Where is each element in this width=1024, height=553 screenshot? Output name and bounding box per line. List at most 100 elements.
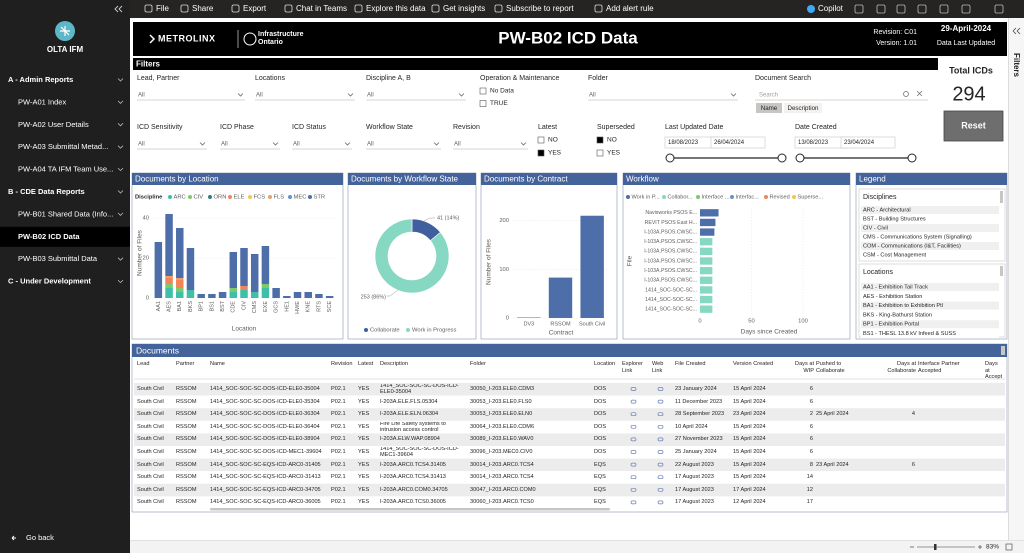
list-title: Disciplines xyxy=(863,194,897,201)
date-from: 18/08/2023 xyxy=(668,140,699,146)
table-cell: South Civil xyxy=(137,386,164,393)
legend-dot xyxy=(168,195,172,199)
bar-segment xyxy=(700,266,713,275)
slicer-label: Revision xyxy=(453,124,480,131)
filters-pane-strip[interactable] xyxy=(1008,18,1024,540)
slicer-label: Lead, Partner xyxy=(137,75,180,82)
list-item: BKS - King-Bathurst Station xyxy=(863,312,932,318)
list-row xyxy=(861,292,999,301)
table-cell: 30089_I-203.ELE0.WAV0 xyxy=(470,436,534,443)
y-tick-label: 1414_SOC-SOC-SC... xyxy=(645,307,697,313)
table-cell: 30047_I-203.ARC0.COM0 xyxy=(470,486,536,493)
table-cell: South Civil xyxy=(137,474,164,481)
y-tick-label: I-103A.PSOS.CWSC... xyxy=(644,249,697,255)
bar-segment xyxy=(293,292,302,298)
nav-item: PW-B01 Shared Data (Info... xyxy=(18,209,113,218)
link-icon xyxy=(630,462,637,467)
slicer-label: Locations xyxy=(255,75,285,82)
x-tick-label: BA1 xyxy=(177,301,183,311)
bar-segment xyxy=(304,292,312,298)
table-cell: 1414_SOC-SOC-SC-DOS-ICD-ELE0-35004 xyxy=(210,386,320,393)
bar-segment xyxy=(176,278,184,280)
toolbar-item: Share xyxy=(192,4,214,13)
x-tick-label: AES xyxy=(167,301,173,312)
panel xyxy=(622,172,851,340)
y-tick-label: 40 xyxy=(143,216,149,222)
link-icon xyxy=(657,437,664,442)
table-cell: P02.1 xyxy=(331,436,346,443)
search-icon xyxy=(903,91,909,97)
date-from: 13/08/2023 xyxy=(798,140,829,146)
bar-segment xyxy=(176,292,184,298)
table-cell: YES xyxy=(358,386,370,393)
chevron xyxy=(117,78,124,82)
toolbar-action xyxy=(854,4,864,14)
bar-segment xyxy=(165,288,173,298)
checkbox-label: YES xyxy=(607,150,621,157)
link-icon xyxy=(657,387,664,391)
legend-label: ORN xyxy=(214,195,227,201)
list-row xyxy=(861,283,999,291)
table-cell: I-203A.ELE.ELN.06304 xyxy=(380,411,439,418)
search-mode xyxy=(756,103,782,113)
table-cell: EQS xyxy=(594,474,606,481)
reset-button[interactable] xyxy=(943,110,1004,142)
table-cell: 22 August 2023 xyxy=(675,461,714,468)
report-title: PW-B02 ICD Data xyxy=(498,28,638,47)
fit-icon xyxy=(1005,543,1013,551)
bar-segment xyxy=(229,288,238,292)
table-cell: YES xyxy=(358,423,370,430)
y-tick-label: 100 xyxy=(499,267,509,273)
scrollbar xyxy=(1000,266,1003,276)
table-cell: 1414_SOC-SOC-SC-DOS-ICD-ELE0-38904 xyxy=(210,436,320,443)
y-tick-label: I-103A.PSOS.CWSC... xyxy=(644,229,697,235)
nav-item: PW-B03 Submittal Data xyxy=(18,254,98,263)
checkbox-label: TRUE xyxy=(490,100,508,107)
legend-dot xyxy=(268,195,272,199)
table-cell: RSSOM xyxy=(176,486,197,493)
chevron xyxy=(117,190,124,194)
toolbar-copilot: Copilot xyxy=(818,4,844,13)
x-tick-label: CDE xyxy=(231,301,237,313)
table-cell: South Civil xyxy=(137,411,164,418)
list-title: Locations xyxy=(863,269,893,276)
date-box xyxy=(710,136,766,149)
slicer-value: All xyxy=(256,93,263,99)
table-cell: 1414_SOC-SOC-SC-DOS-ICD-MEC1-39604 xyxy=(380,447,459,458)
legend-dot xyxy=(248,195,252,199)
toolbar-icon xyxy=(284,4,293,13)
x-tick-label: BST xyxy=(220,300,226,311)
table-cell: 30053_I-203.ELE0.ELN0 xyxy=(470,411,533,418)
slicer-label: ICD Status xyxy=(292,124,326,131)
filters-bar xyxy=(133,58,938,70)
link-icon xyxy=(630,424,637,429)
legend-label: ELE xyxy=(234,195,245,201)
bar-segment xyxy=(165,284,173,288)
link-icon xyxy=(657,475,664,480)
column-header: Revision xyxy=(331,361,353,367)
legend-dot xyxy=(662,195,666,199)
nav-item: PW-A03 Submittal Metad... xyxy=(18,142,108,151)
table-cell: 12 April 2024 xyxy=(733,499,766,506)
toolbar-action xyxy=(994,4,1004,14)
slicer-value: All xyxy=(589,93,596,99)
table-cell: RSSOM xyxy=(176,423,197,430)
y-tick-label: I-103A.PSOS.CWSC... xyxy=(644,268,697,274)
checkbox-label: NO xyxy=(548,137,558,144)
table-cell: RSSOM xyxy=(176,474,197,481)
search-mode-label: Description xyxy=(788,105,820,112)
chevron xyxy=(347,93,354,97)
table-cell: 6 xyxy=(911,461,915,468)
table-cell: 1414_SOC-SOC-SC-DOS-ICD-ELE0-35004 xyxy=(380,384,459,395)
panel-title: Documents xyxy=(136,345,179,355)
table-cell: YES xyxy=(358,461,370,468)
bar-segment xyxy=(186,248,195,290)
y-tick-label: 200 xyxy=(499,218,509,224)
y-tick-label: Navisworks PSOS E... xyxy=(645,210,697,216)
list-row xyxy=(861,242,999,250)
legend-label: Interfac... xyxy=(736,194,760,200)
table-cell: P02.1 xyxy=(331,486,346,493)
x-tick-label: BKS xyxy=(188,301,194,312)
revision: Revision: C01 xyxy=(873,29,917,36)
slicer-value: All xyxy=(138,142,145,148)
